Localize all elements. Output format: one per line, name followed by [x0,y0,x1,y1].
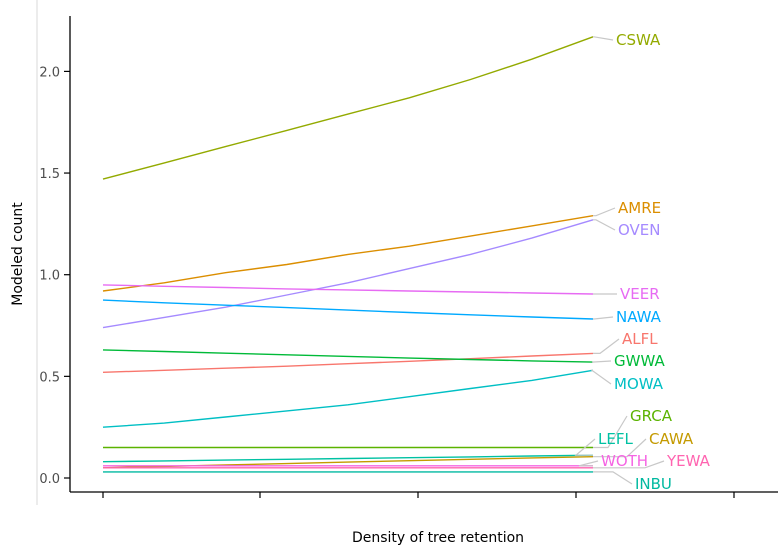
label-connector-nawa [593,316,614,320]
series-label-cswa: CSWA [616,31,661,49]
series-label-veer: VEER [620,285,660,303]
series-label-nawa: NAWA [616,308,662,326]
series-line-cswa [102,36,594,180]
y-tick-label: 0.5 [39,370,60,385]
series-line-lefl [102,454,594,463]
series-lines [102,36,594,473]
series-label-lefl: LEFL [598,430,633,448]
series-line-mowa [102,369,594,428]
x-ticks [102,492,735,498]
label-connector-cawa [593,438,647,458]
series-label-yewa: YEWA [666,452,711,470]
label-connector-alfl [593,338,620,354]
y-tick-label: 0.0 [39,472,60,487]
label-connector-amre [593,207,616,217]
y-ticks: 0.0 0.5 1.0 1.5 2.0 [39,65,70,487]
label-connector-oven [593,219,616,231]
label-connector-woth [578,460,599,467]
series-line-veer [102,284,594,295]
y-tick-label: 1.0 [39,269,60,284]
series-label-grca: GRCA [630,407,673,425]
label-connector-lefl [574,438,596,456]
label-connector-yewa [593,460,665,469]
label-connector-mowa [590,369,612,385]
series-labels: CSWA AMRE OVEN VEER NAWA ALFL GWWA MOWA GRCA LEFL… [574,31,711,493]
series-label-gwwa: GWWA [614,352,665,370]
series-line-nawa [102,299,594,320]
y-tick-label: 2.0 [39,65,60,80]
label-connector-gwwa [591,360,612,363]
series-label-mowa: MOWA [614,375,664,393]
series-label-alfl: ALFL [622,330,658,348]
y-tick-label: 1.5 [39,167,60,182]
series-line-amre [102,215,594,292]
series-label-inbu: INBU [635,475,672,493]
label-connector-inbu [593,471,633,485]
series-line-alfl [102,352,594,373]
series-label-amre: AMRE [618,199,661,217]
y-axis-title: Modeled count [10,202,26,306]
x-axis-title: Density of tree retention [352,530,524,546]
label-connector-cswa [593,36,614,41]
series-label-woth: WOTH [601,452,648,470]
series-label-cawa: CAWA [649,430,694,448]
series-line-gwwa [102,349,594,363]
label-connector-grca [593,415,628,449]
series-label-oven: OVEN [618,221,661,239]
series-line-oven [102,219,594,329]
